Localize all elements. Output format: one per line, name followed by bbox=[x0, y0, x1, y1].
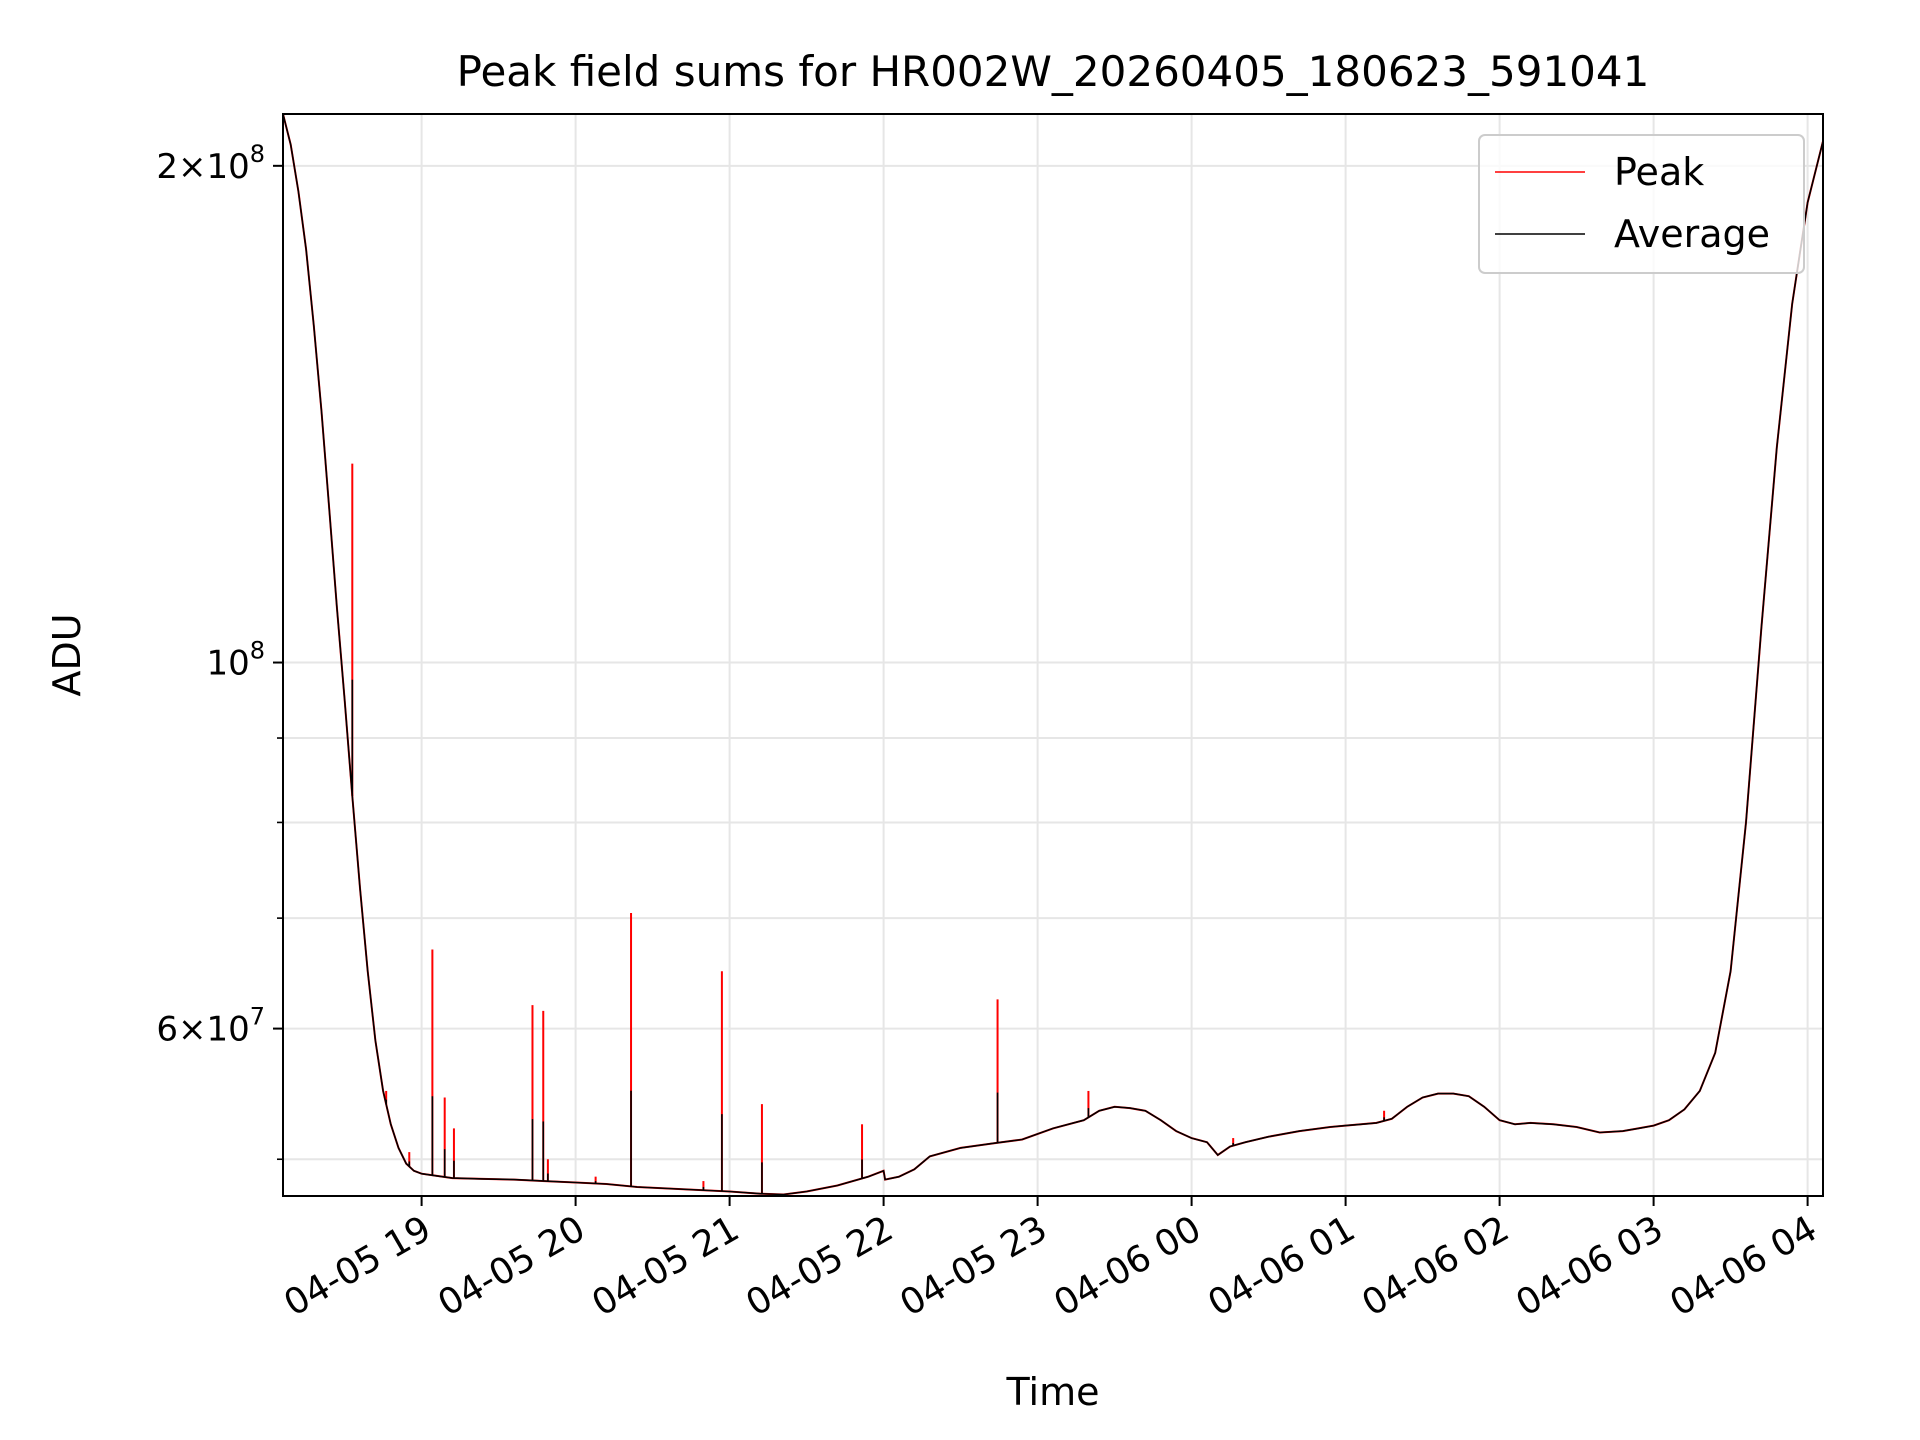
x-tick-label: 04-06 03 bbox=[1509, 1208, 1670, 1324]
legend: Peak Average bbox=[1478, 134, 1805, 274]
x-tick-label: 04-06 01 bbox=[1201, 1208, 1362, 1324]
y-tick-label: 108 bbox=[206, 637, 265, 684]
average-series-line bbox=[283, 114, 1823, 1196]
y-tick-label: 2×108 bbox=[156, 140, 265, 187]
peak-series-line bbox=[283, 114, 1823, 1196]
x-tick-label: 04-05 19 bbox=[277, 1208, 438, 1324]
series-layer bbox=[283, 114, 1823, 1196]
x-tick-label: 04-05 20 bbox=[431, 1208, 592, 1324]
x-tick-label: 04-06 02 bbox=[1355, 1208, 1516, 1324]
x-tick-label: 04-05 23 bbox=[893, 1208, 1054, 1324]
legend-box bbox=[1478, 134, 1805, 274]
x-tick-label: 04-06 04 bbox=[1663, 1208, 1824, 1324]
y-axis-label: ADU bbox=[45, 613, 89, 696]
legend-label-average: Average bbox=[1614, 212, 1770, 256]
x-tick-label: 04-05 22 bbox=[739, 1208, 900, 1324]
y-tick-label: 6×107 bbox=[156, 1003, 265, 1050]
x-axis-label: Time bbox=[1006, 1370, 1100, 1414]
grid-layer bbox=[283, 114, 1823, 1196]
chart-title: Peak field sums for HR002W_20260405_1806… bbox=[457, 47, 1650, 96]
plot-frame bbox=[282, 113, 1824, 1197]
x-tick-label: 04-06 00 bbox=[1047, 1208, 1208, 1324]
x-tick-label: 04-05 21 bbox=[585, 1208, 746, 1324]
legend-label-peak: Peak bbox=[1614, 150, 1704, 194]
